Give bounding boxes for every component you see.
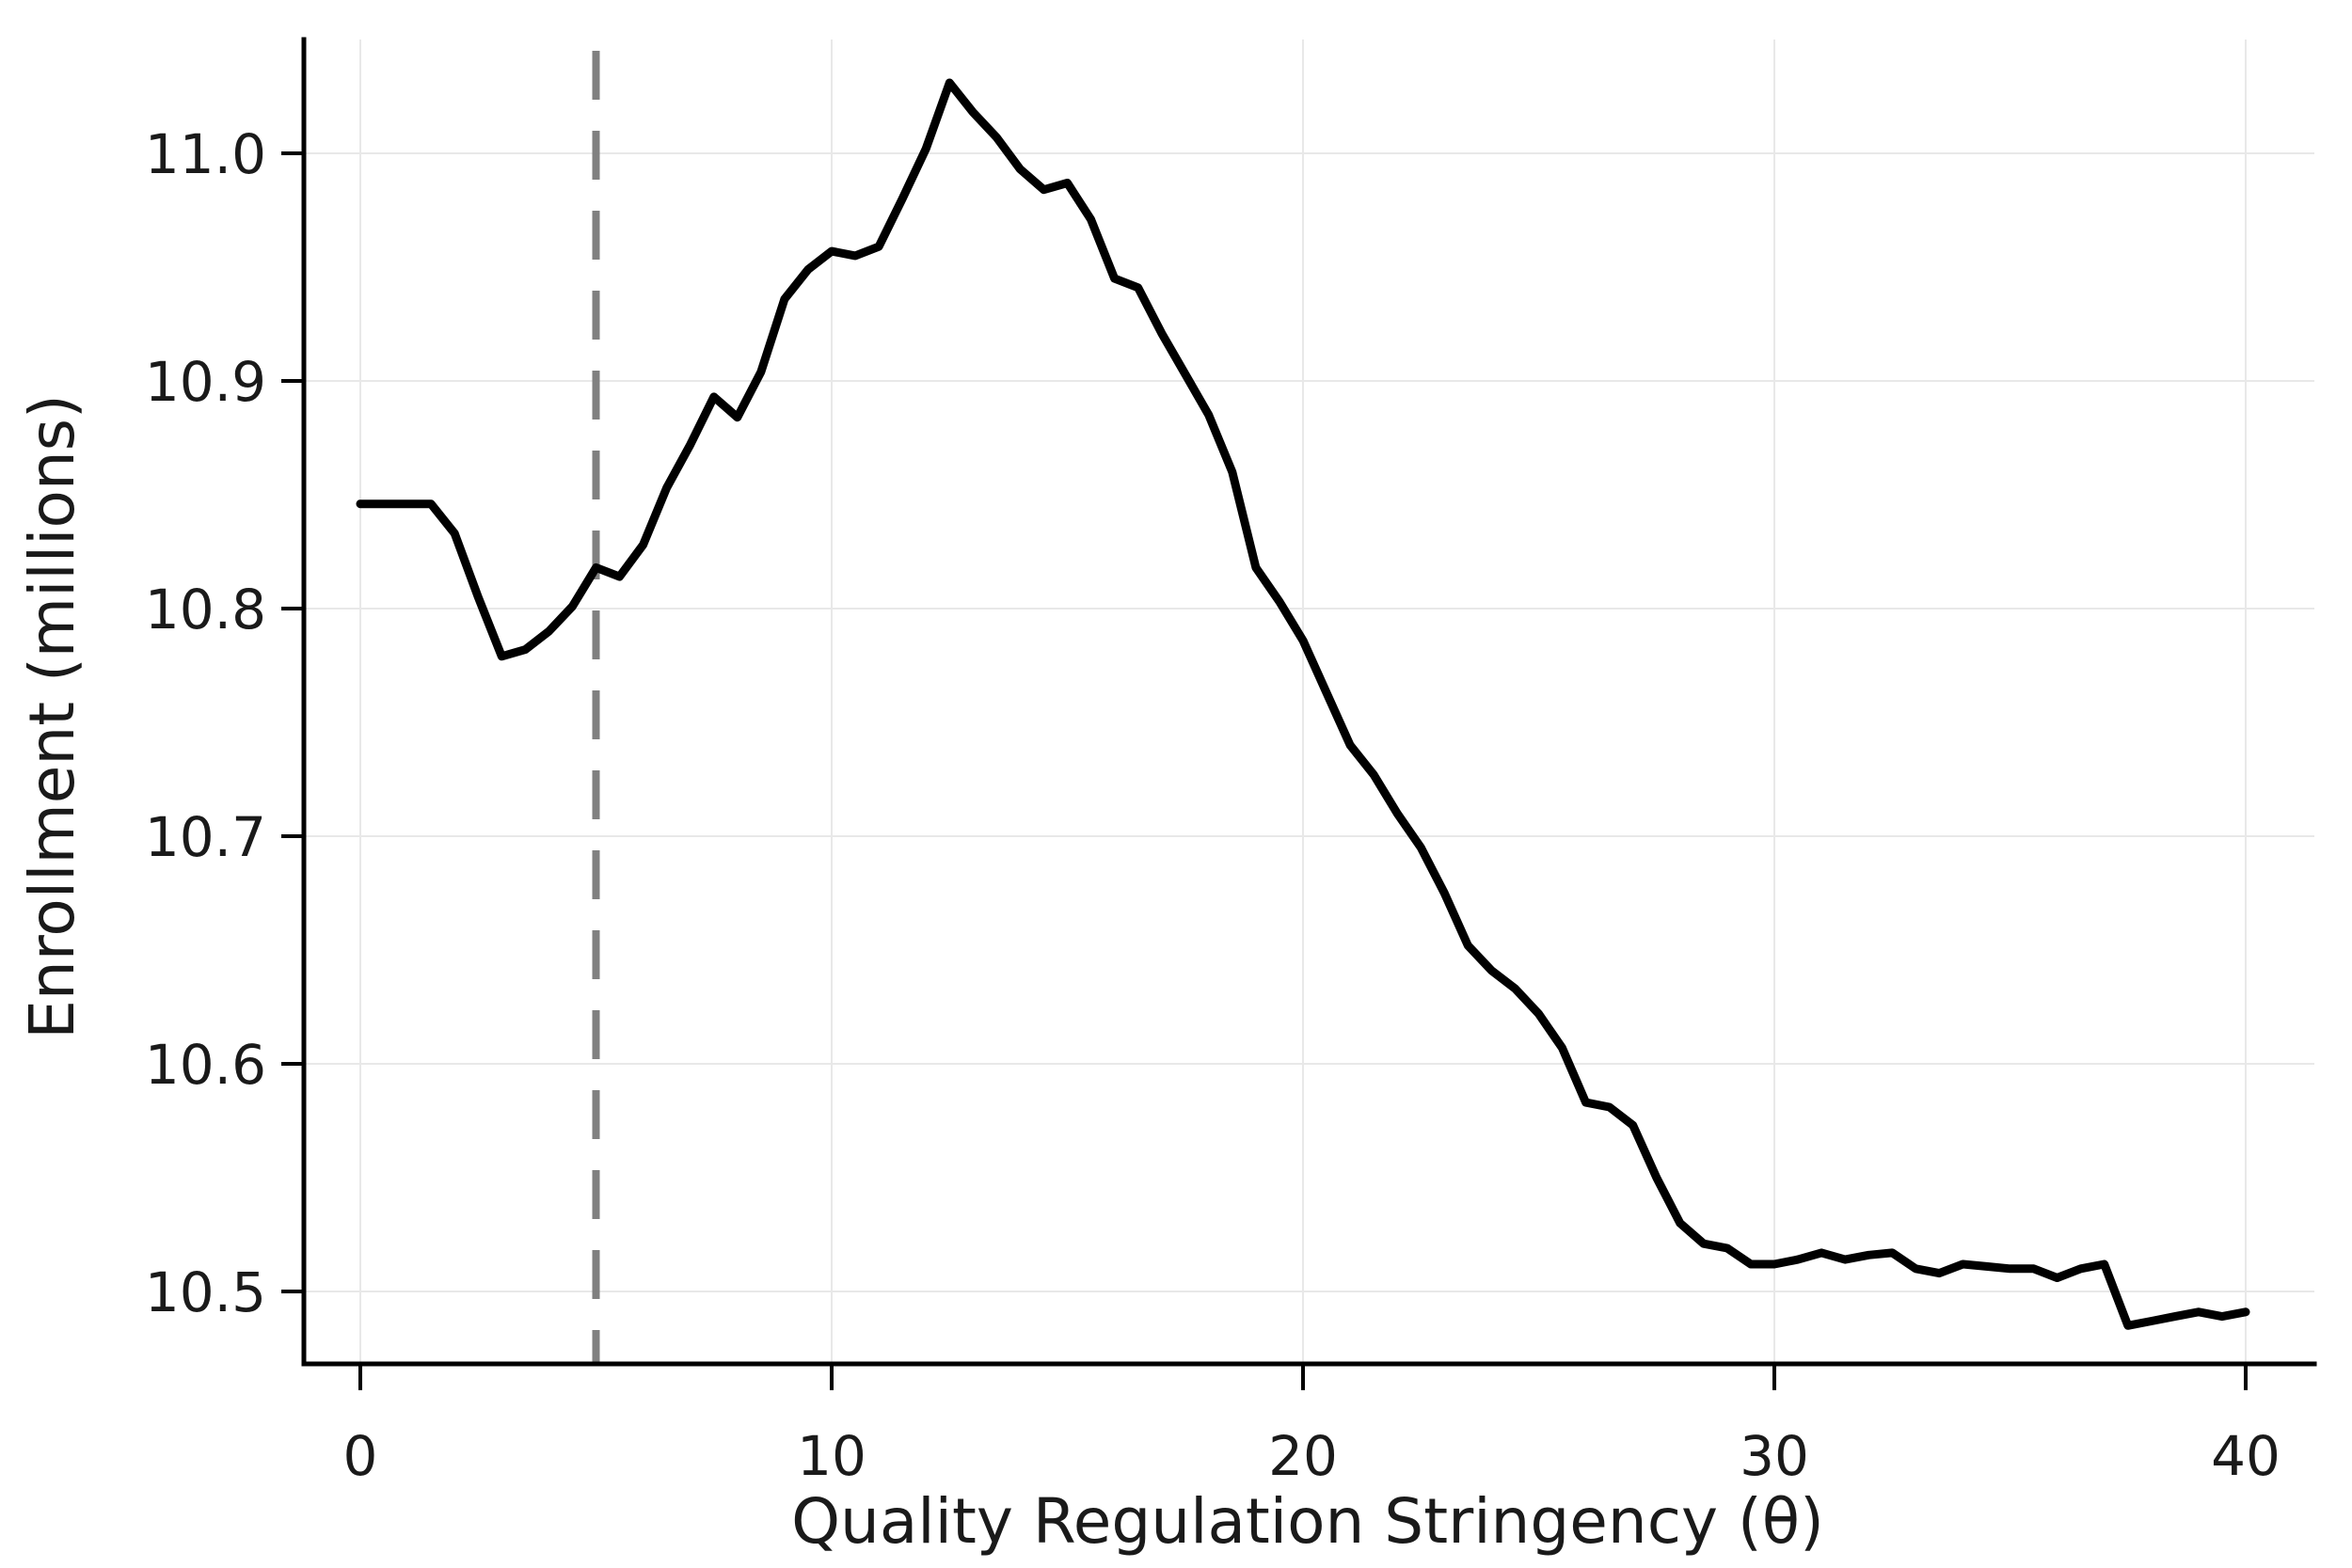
y-tick-label: 11.0 bbox=[145, 122, 266, 186]
y-tick-label: 10.7 bbox=[145, 805, 266, 869]
series-layer bbox=[356, 78, 2250, 1330]
x-axis-title: Quality Regulation Stringency (θ) bbox=[791, 1485, 1824, 1558]
x-tick-label: 20 bbox=[1268, 1424, 1338, 1488]
y-tick-label: 10.9 bbox=[145, 350, 266, 414]
series-path bbox=[356, 78, 2250, 1330]
y-tick-label: 10.6 bbox=[145, 1033, 266, 1097]
axes-layer bbox=[301, 37, 2317, 1367]
x-tick-label: 10 bbox=[797, 1424, 866, 1488]
grid-layer bbox=[304, 40, 2314, 1364]
y-tick-label: 10.5 bbox=[145, 1260, 266, 1324]
y-axis-title: Enrollment (millions) bbox=[16, 394, 88, 1039]
x-tick-label: 0 bbox=[343, 1424, 378, 1488]
x-tick-label: 30 bbox=[1740, 1424, 1809, 1488]
ticks-layer: 0 10 20 30 40 10.5 10.6 10.7 10.8 10.9 11.0 bbox=[145, 122, 2280, 1488]
y-tick-label: 10.8 bbox=[145, 578, 266, 641]
x-tick-label: 40 bbox=[2211, 1424, 2280, 1488]
